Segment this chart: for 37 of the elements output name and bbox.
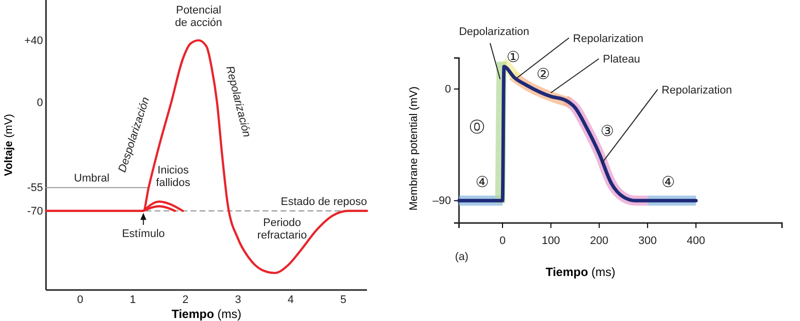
x-tick-label: 5 — [340, 294, 346, 306]
y-tick-label: -70 — [27, 205, 43, 218]
x-tick-label: 2 — [182, 294, 189, 306]
annotation: Depolarization — [458, 26, 530, 38]
x-tick-label: 1 — [130, 294, 136, 306]
annotation: ② — [536, 66, 550, 83]
y-tick-label: +40 — [24, 34, 43, 47]
y-axis-title: Membrane potential (mV) — [408, 86, 420, 211]
annotation: Plateau — [602, 54, 640, 66]
annotation: ⓪ — [470, 118, 484, 136]
x-tick-label: 4 — [288, 294, 294, 306]
annotation: ④ — [662, 174, 674, 191]
annotation: ③ — [600, 122, 614, 140]
series-label: Umbral — [74, 172, 110, 185]
x-tick-label: 400 — [686, 235, 706, 248]
series-label: Estado de reposo — [280, 196, 367, 208]
annotation: ④ — [476, 174, 488, 191]
x-tick-label: 300 — [638, 235, 657, 248]
annotation: Repolarization — [662, 84, 732, 96]
x-tick-label: 0 — [499, 235, 506, 248]
y-tick-label: -55 — [27, 182, 43, 194]
y-tick-label: –90 — [432, 195, 451, 208]
annotation: Estímulo — [122, 228, 165, 240]
x-tick-label: 200 — [590, 235, 608, 248]
annotation: Potencial de acción — [175, 4, 222, 29]
annotation: Inicios fallidos — [156, 164, 191, 190]
x-tick-label: 100 — [542, 235, 560, 248]
text: (a) — [455, 251, 468, 263]
y-tick-label: 0 — [36, 96, 43, 109]
y-axis-title: Voltaje (mV) — [3, 114, 15, 176]
x-axis-title: Tiempo (ms) — [546, 265, 616, 279]
x-axis-title: Tiempo (ms) — [172, 307, 242, 321]
annotation: ① — [506, 48, 520, 66]
x-tick-label: 3 — [235, 294, 242, 306]
annotation: Repolarization — [573, 32, 644, 45]
annotation: Periodo refractario — [257, 216, 307, 242]
x-tick-label: 0 — [77, 294, 84, 306]
